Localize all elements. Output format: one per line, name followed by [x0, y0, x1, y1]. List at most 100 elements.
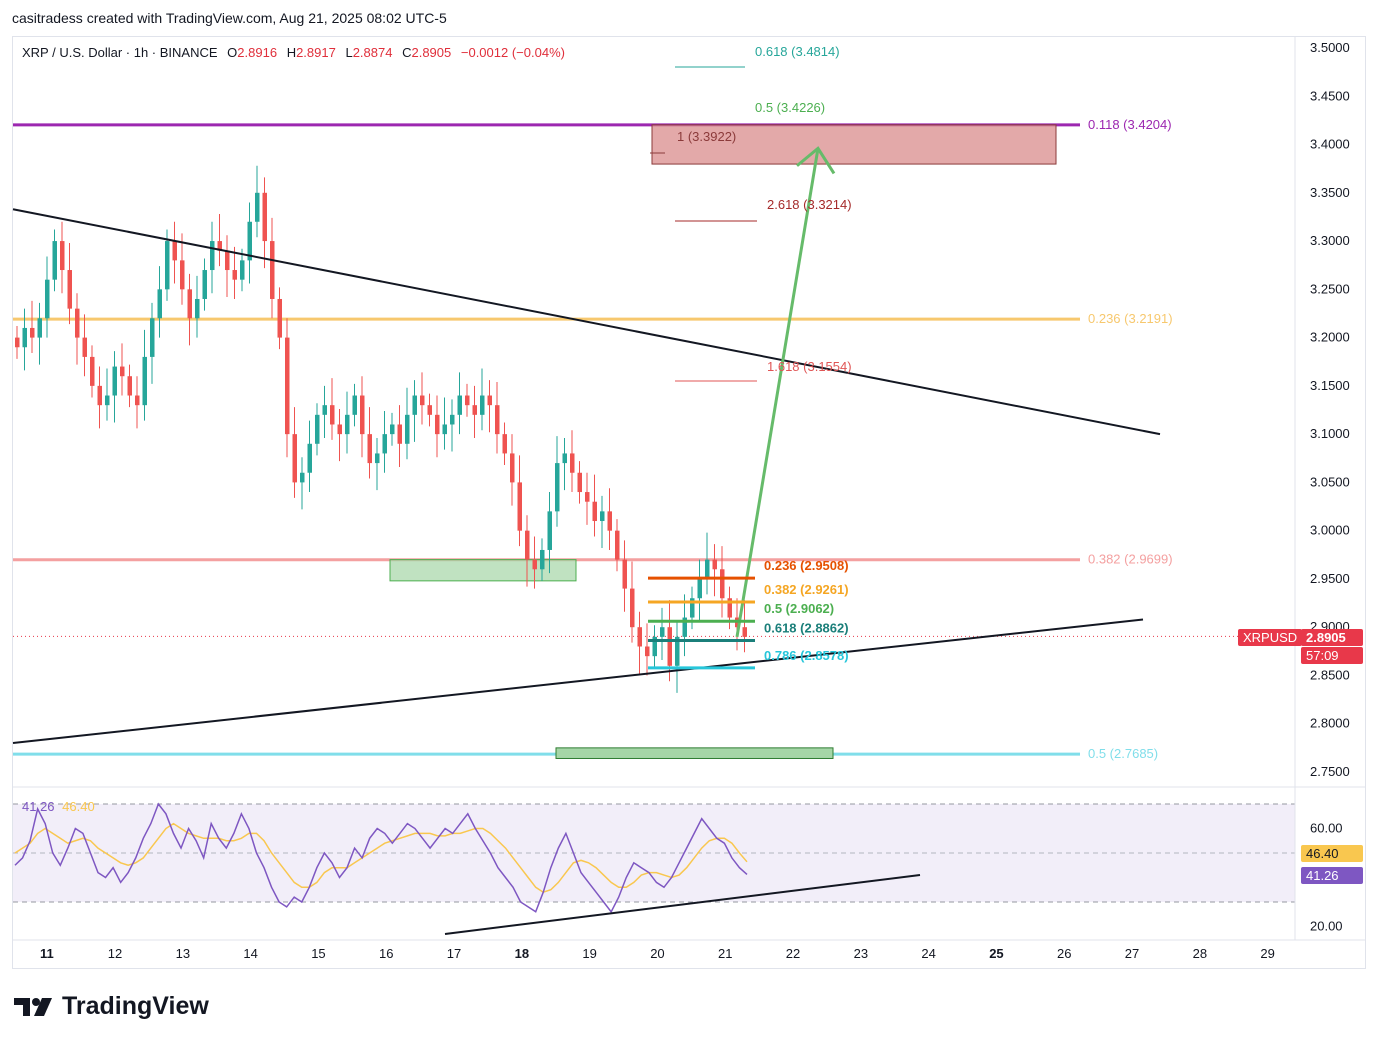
candle-body	[97, 385, 102, 406]
candle-body	[442, 424, 447, 435]
ascending-trendline	[12, 618, 1144, 745]
candle-body	[75, 308, 80, 338]
candle-body	[112, 366, 117, 396]
candle-body	[472, 405, 477, 415]
candle-body	[630, 588, 635, 628]
candle-body	[255, 192, 260, 222]
candle-body	[622, 559, 627, 589]
candle-body	[480, 395, 485, 415]
candle-body	[487, 395, 492, 406]
candle-body	[82, 337, 87, 357]
candle-body	[600, 511, 605, 522]
x-tick-label: 19	[582, 946, 596, 961]
low-label: L	[345, 45, 353, 60]
extension-level-label: 1 (3.3922)	[677, 129, 736, 144]
candle-body	[742, 627, 747, 637]
x-tick-label: 29	[1260, 946, 1274, 961]
candle-body	[127, 376, 132, 396]
support-zone-lower	[555, 747, 834, 759]
change-value: −0.0012 (−0.04%)	[460, 45, 565, 60]
tradingview-logo-icon	[14, 997, 52, 1016]
candle-body	[150, 318, 155, 357]
candle-body	[157, 289, 162, 319]
fib-level-label: 0.382 (2.9699)	[1088, 552, 1173, 567]
candle-body	[210, 241, 215, 271]
x-tick-label: 28	[1193, 946, 1207, 961]
tradingview-brand: TradingView	[62, 992, 209, 1020]
candle-body	[570, 453, 575, 473]
candle-body	[720, 569, 725, 599]
rsi-legend-ma: 46.40	[62, 799, 95, 814]
candle-body	[277, 298, 282, 338]
y-tick-label: 2.8500	[1310, 667, 1350, 682]
projection-arrow-head	[796, 146, 836, 175]
rsi-tick-label: 60.00	[1310, 821, 1343, 836]
candle-body	[390, 424, 395, 435]
candle-body	[67, 270, 72, 309]
candle-body	[15, 337, 20, 348]
candle-body	[60, 241, 65, 271]
open-value: 2.8916	[237, 45, 278, 60]
x-tick-label: 20	[650, 946, 664, 961]
candle-body	[637, 627, 642, 647]
candle-body	[585, 492, 590, 502]
candle-body	[45, 279, 50, 319]
fib-level-label: 0.236 (3.2191)	[1088, 311, 1173, 326]
candle-body	[270, 241, 275, 299]
candle-body	[30, 327, 35, 338]
candle-body	[397, 424, 402, 444]
candle-body	[90, 356, 95, 386]
last-price-badge: 2.8905	[1301, 629, 1363, 646]
chart-frame	[12, 36, 1366, 969]
chart-attribution: casitradess created with TradingView.com…	[12, 10, 447, 26]
candle-body	[412, 395, 417, 415]
x-tick-label: 26	[1057, 946, 1071, 961]
extension-level-label: 1.618 (3.1554)	[767, 359, 852, 374]
retracement-level-label: 0.618 (2.8862)	[764, 621, 849, 636]
candle-body	[667, 627, 672, 666]
x-tick-label: 23	[854, 946, 868, 961]
x-tick-label: 27	[1125, 946, 1139, 961]
candle-body	[262, 192, 267, 242]
y-tick-label: 3.2000	[1310, 330, 1350, 345]
candle-body	[352, 395, 357, 415]
x-tick-label: 17	[447, 946, 461, 961]
candle-body	[727, 598, 732, 618]
candle-body	[690, 598, 695, 618]
rsi-legend-value: 41.26	[22, 799, 55, 814]
candle-body	[592, 501, 597, 522]
retracement-level-label: 0.236 (2.9508)	[764, 558, 849, 573]
candle-body	[705, 559, 710, 579]
y-tick-label: 3.3000	[1310, 233, 1350, 248]
candle-body	[450, 414, 455, 425]
candle-body	[105, 395, 110, 406]
x-tick-label: 15	[311, 946, 325, 961]
tradingview-logo[interactable]: TradingView	[14, 992, 209, 1021]
candle-body	[555, 463, 560, 512]
extension-level-label: 0.5 (3.4226)	[755, 100, 825, 115]
candle-body	[532, 559, 537, 570]
support-zone-upper	[389, 559, 577, 582]
extension-level-label: 2.618 (3.3214)	[767, 197, 852, 212]
close-label: C	[402, 45, 412, 60]
candle-body	[52, 241, 57, 280]
y-tick-label: 2.7500	[1310, 764, 1350, 779]
candle-body	[225, 250, 230, 271]
y-tick-label: 3.5000	[1310, 40, 1350, 55]
candle-body	[330, 405, 335, 425]
candle-body	[465, 395, 470, 406]
candle-body	[660, 627, 665, 637]
candle-body	[367, 434, 372, 464]
candle-body	[180, 260, 185, 290]
retracement-level-label: 0.5 (2.9062)	[764, 601, 834, 616]
candle-body	[607, 511, 612, 531]
x-tick-label: 11	[40, 946, 54, 961]
candle-body	[165, 241, 170, 290]
candle-body	[420, 395, 425, 406]
close-value: 2.8905	[411, 45, 452, 60]
candle-body	[240, 260, 245, 280]
candle-body	[427, 405, 432, 415]
x-tick-label: 21	[718, 946, 732, 961]
candle-body	[232, 270, 237, 280]
